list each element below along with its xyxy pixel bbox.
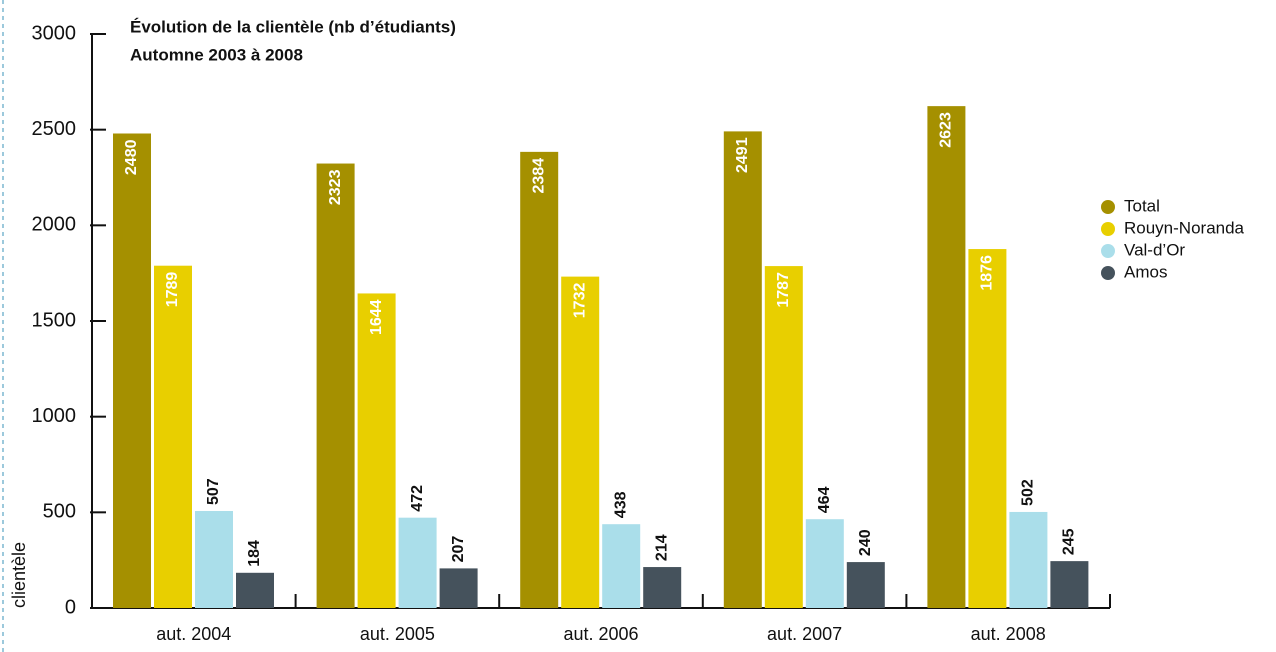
bar <box>561 276 600 608</box>
value-label: 1876 <box>979 255 996 291</box>
value-label: 2480 <box>123 139 140 175</box>
bar <box>439 568 478 608</box>
chart-subtitle: Automne 2003 à 2008 <box>130 45 303 64</box>
legend-marker <box>1101 244 1115 258</box>
bar <box>643 567 682 608</box>
bar <box>968 249 1007 609</box>
bar <box>520 151 559 608</box>
value-label: 2384 <box>530 158 547 194</box>
bar <box>357 293 396 608</box>
bar <box>113 133 151 608</box>
y-tick-label: 0 <box>65 596 76 618</box>
chart-title: Évolution de la clientèle (nb d’étudiant… <box>130 17 456 36</box>
bar <box>1050 561 1089 608</box>
x-tick-label: aut. 2004 <box>156 624 231 644</box>
bar <box>398 517 437 608</box>
x-tick-label: aut. 2006 <box>563 624 638 644</box>
value-label: 438 <box>612 491 629 518</box>
legend-label: Val-d’Or <box>1124 240 1185 259</box>
legend-marker <box>1101 200 1115 214</box>
y-tick-label: 2000 <box>32 214 77 236</box>
bar <box>927 106 966 609</box>
value-label: 245 <box>1061 528 1078 555</box>
value-label: 1789 <box>164 272 181 308</box>
value-label: 214 <box>653 534 670 561</box>
bar <box>805 519 844 608</box>
value-label: 464 <box>816 486 833 513</box>
value-label: 472 <box>409 485 426 512</box>
bar <box>764 266 803 608</box>
value-label: 2323 <box>327 169 344 205</box>
x-tick-label: aut. 2007 <box>767 624 842 644</box>
y-tick-label: 3000 <box>32 22 77 44</box>
value-label: 2623 <box>938 112 955 148</box>
value-label: 1644 <box>368 299 385 335</box>
value-label: 240 <box>857 529 874 556</box>
y-tick-label: 1000 <box>32 405 77 427</box>
value-label: 1732 <box>571 283 588 319</box>
bar <box>602 524 641 608</box>
value-label: 184 <box>246 540 263 567</box>
legend-marker <box>1101 222 1115 236</box>
legend-label: Amos <box>1124 262 1167 281</box>
y-tick-label: 500 <box>43 501 76 523</box>
bar <box>846 562 885 608</box>
y-tick-label: 1500 <box>32 309 77 331</box>
legend-label: Rouyn-Noranda <box>1124 218 1245 237</box>
bar <box>723 131 762 608</box>
value-label: 2491 <box>734 137 751 173</box>
x-tick-label: aut. 2008 <box>971 624 1046 644</box>
bar <box>1009 511 1048 608</box>
bar <box>195 510 233 608</box>
legend-label: Total <box>1124 196 1160 215</box>
bar <box>236 572 274 608</box>
y-axis-label: clientèle <box>9 542 29 608</box>
bar <box>316 163 355 609</box>
y-tick-label: 2500 <box>32 118 77 140</box>
value-label: 1787 <box>775 272 792 308</box>
value-label: 502 <box>1020 479 1037 506</box>
bar <box>154 265 192 608</box>
value-label: 207 <box>450 536 467 563</box>
value-label: 507 <box>205 478 222 505</box>
x-tick-label: aut. 2005 <box>360 624 435 644</box>
legend-marker <box>1101 266 1115 280</box>
